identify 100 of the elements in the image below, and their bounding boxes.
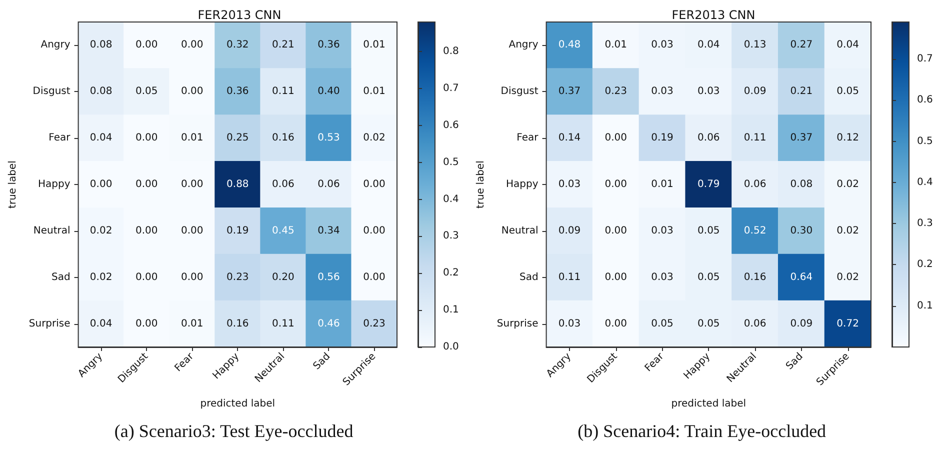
data-label: 0.03 [651, 86, 674, 98]
data-label: 0.01 [604, 40, 628, 51]
data-label: 0.05 [651, 318, 674, 330]
y-tick-label: Surprise [496, 318, 538, 330]
data-label: 0.00 [180, 86, 204, 98]
data-label: 0.01 [180, 132, 204, 144]
data-label: 0.04 [698, 40, 720, 51]
data-label: 0.08 [790, 179, 813, 190]
data-label: 0.13 [744, 40, 766, 51]
data-label: 0.52 [744, 225, 766, 236]
data-label: 0.30 [790, 225, 813, 236]
data-label: 0.00 [135, 318, 158, 330]
data-label: 0.00 [604, 272, 628, 283]
data-label: 0.79 [698, 179, 720, 190]
data-label: 0.00 [604, 179, 628, 190]
data-label: 0.00 [135, 40, 158, 51]
data-label: 0.20 [272, 272, 294, 283]
data-label: 0.01 [180, 318, 204, 330]
data-label: 0.06 [744, 318, 766, 330]
data-label: 0.01 [651, 179, 674, 190]
data-label: 0.11 [272, 86, 294, 98]
data-label: 0.03 [651, 272, 674, 283]
data-label: 0.48 [558, 40, 581, 51]
color-bar-label: 0.5 [917, 136, 933, 147]
data-label: 0.04 [836, 40, 859, 51]
data-label: 0.00 [604, 318, 628, 330]
data-label: 0.11 [272, 318, 294, 330]
data-label: 0.36 [226, 86, 249, 98]
data-label: 0.05 [135, 86, 158, 98]
data-label: 0.21 [790, 86, 813, 98]
data-label: 0.00 [90, 179, 112, 190]
data-label: 0.00 [135, 179, 158, 190]
data-label: 0.16 [744, 272, 766, 283]
x-axis-title: predicted label [200, 398, 276, 410]
data-label: 0.11 [744, 132, 766, 144]
data-label: 0.04 [90, 318, 112, 330]
data-label: 0.36 [318, 40, 340, 51]
data-label: 0.00 [363, 179, 386, 190]
y-tick-label: Neutral [33, 225, 70, 236]
data-label: 0.00 [180, 225, 204, 236]
data-label: 0.06 [272, 179, 294, 190]
data-label: 0.03 [558, 318, 581, 330]
data-label: 0.72 [836, 318, 859, 330]
data-label: 0.23 [363, 318, 386, 330]
y-tick-label: Neutral [501, 225, 538, 236]
y-axis-title: true label [8, 160, 18, 208]
data-label: 0.09 [744, 86, 766, 98]
y-tick-label: Disgust [500, 86, 538, 98]
data-label: 0.00 [135, 132, 158, 144]
y-axis-title: true label [476, 160, 486, 208]
data-label: 0.05 [836, 86, 859, 98]
data-label: 0.03 [558, 179, 581, 190]
data-label: 0.25 [226, 132, 249, 144]
data-label: 0.11 [558, 272, 581, 283]
y-tick-label: Sad [519, 272, 538, 283]
data-label: 0.05 [698, 272, 720, 283]
data-label: 0.56 [318, 272, 340, 283]
text: (a) Scenario3: Test Eye-occluded [114, 421, 354, 441]
data-label: 0.06 [744, 179, 766, 190]
data-label: 0.32 [226, 40, 249, 51]
data-label: 0.16 [272, 132, 294, 144]
data-label: 0.00 [363, 225, 386, 236]
color-bar-label: 0.3 [443, 230, 459, 242]
y-tick-label: Angry [40, 40, 70, 51]
data-label: 0.09 [790, 318, 813, 330]
color-bar-label: 0.2 [917, 259, 933, 270]
data-label: 0.19 [226, 225, 249, 236]
color-bar-label: 0.0 [443, 342, 459, 352]
data-label: 0.21 [272, 40, 294, 51]
color-bar-label: 0.4 [443, 194, 459, 205]
data-label: 0.02 [90, 272, 112, 283]
data-label: 0.12 [836, 132, 859, 144]
data-label: 0.14 [558, 132, 581, 144]
data-label: 0.02 [836, 272, 859, 283]
data-label: 0.06 [698, 132, 720, 144]
data-label: 0.27 [790, 40, 813, 51]
data-label: 0.02 [836, 225, 859, 236]
chart-title: FER2013 CNN [198, 8, 282, 22]
data-label: 0.53 [318, 132, 340, 144]
data-label: 0.06 [318, 179, 340, 190]
text: (b) Scenario4: Train Eye-occluded [578, 421, 826, 441]
data-label: 0.03 [651, 40, 674, 51]
data-label: 0.01 [363, 40, 386, 51]
data-label: 0.00 [135, 225, 158, 236]
data-label: 0.02 [836, 179, 859, 190]
data-label: 0.45 [272, 225, 294, 236]
data-label: 0.23 [604, 86, 628, 98]
color-bar-label: 0.7 [443, 82, 459, 94]
y-tick-label: Happy [38, 179, 70, 190]
data-label: 0.02 [363, 132, 386, 144]
data-label: 0.09 [558, 225, 581, 236]
data-label: 0.05 [698, 318, 720, 330]
data-label: 0.00 [604, 132, 628, 144]
color-bar-label: 0.6 [443, 120, 459, 131]
data-label: 0.46 [318, 318, 340, 330]
data-label: 0.00 [604, 225, 628, 236]
color-bar-label: 0.2 [443, 268, 459, 279]
data-label: 0.19 [651, 132, 674, 144]
data-label: 0.05 [698, 225, 720, 236]
y-tick-label: Happy [506, 179, 538, 190]
